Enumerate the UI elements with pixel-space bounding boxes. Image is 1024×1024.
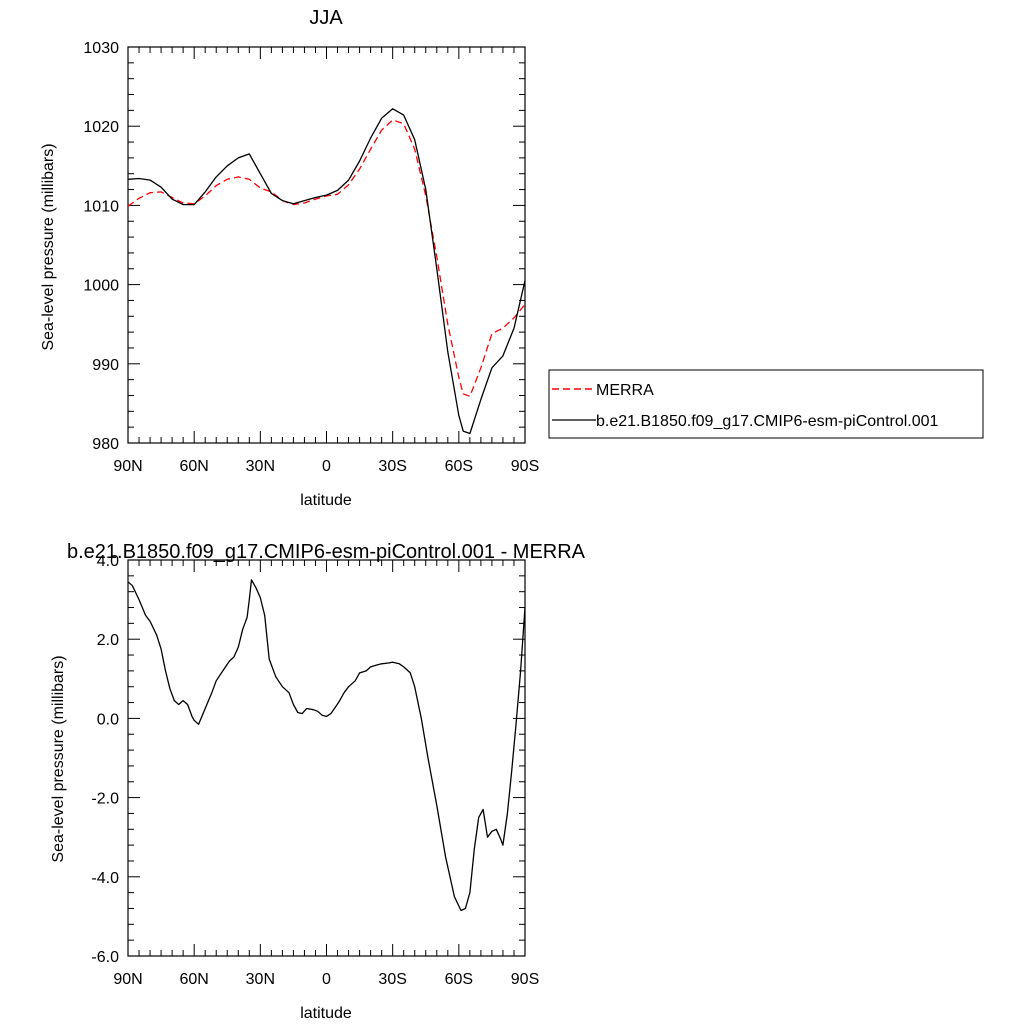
y-tick-label: 2.0 <box>97 632 119 649</box>
x-tick-label: 0 <box>322 458 331 475</box>
top-chart: JJA 90N 60N 30N 0 30S 60S 90S 980 990 1000 1010 102… <box>40 7 984 509</box>
bottom-chart-title: b.e21.B1850.f09_g17.CMIP6-esm-piControl.… <box>67 541 586 563</box>
y-tick-label: 990 <box>92 357 119 374</box>
legend-model-label: b.e21.B1850.f09_g17.CMIP6-esm-piControl.… <box>596 413 939 430</box>
x-tick-label: 60N <box>179 458 208 475</box>
y-tick-label: 1000 <box>83 278 119 295</box>
difference-line <box>127 579 526 912</box>
legend-merra-label: MERRA <box>596 382 654 399</box>
legend-box <box>548 369 984 439</box>
bottom-y-axis-label: Sea-level pressure (millibars) <box>50 655 67 862</box>
legend: MERRA b.e21.B1850.f09_g17.CMIP6-esm-piCo… <box>548 369 984 439</box>
y-tick-label: 1030 <box>83 40 119 57</box>
bottom-plot-area: 90N 60N 30N 0 30S 60S 90S -6.0 -4.0 -2.0 0.0 2.0 4.0 <box>91 553 539 988</box>
x-tick-label: 90S <box>511 458 539 475</box>
top-plot-area: 90N 60N 30N 0 30S 60S 90S 980 990 1000 1010 1020 103… <box>83 40 539 475</box>
series-line-model <box>127 108 526 435</box>
top-chart-title: JJA <box>309 7 343 29</box>
y-tick-label: -6.0 <box>91 949 119 966</box>
y-tick-label: 0.0 <box>97 711 119 728</box>
x-tick-label: 30S <box>378 458 406 475</box>
x-tick-label: 60N <box>179 971 208 988</box>
bottom-x-axis-label: latitude <box>300 1005 352 1022</box>
y-tick-label: 980 <box>92 436 119 453</box>
top-y-axis-label: Sea-level pressure (millibars) <box>40 143 57 350</box>
x-tick-label: 60S <box>445 458 473 475</box>
plot-frame <box>127 46 526 444</box>
x-tick-label: 60S <box>445 971 473 988</box>
y-tick-label: 1010 <box>83 198 119 215</box>
y-tick-label: -4.0 <box>91 870 119 887</box>
series-line-merra <box>127 119 526 397</box>
top-x-axis-label: latitude <box>300 492 352 509</box>
x-tick-label: 0 <box>322 971 331 988</box>
x-tick-label: 90N <box>113 458 142 475</box>
y-tick-label: 1020 <box>83 119 119 136</box>
x-tick-label: 90N <box>113 971 142 988</box>
x-tick-label: 30N <box>246 458 275 475</box>
plot-frame <box>127 559 526 957</box>
x-tick-label: 30S <box>378 971 406 988</box>
y-tick-label: 4.0 <box>97 553 119 570</box>
x-tick-label: 90S <box>511 971 539 988</box>
y-tick-label: -2.0 <box>91 791 119 808</box>
bottom-chart: b.e21.B1850.f09_g17.CMIP6-esm-piControl.… <box>50 541 586 1022</box>
x-tick-label: 30N <box>246 971 275 988</box>
